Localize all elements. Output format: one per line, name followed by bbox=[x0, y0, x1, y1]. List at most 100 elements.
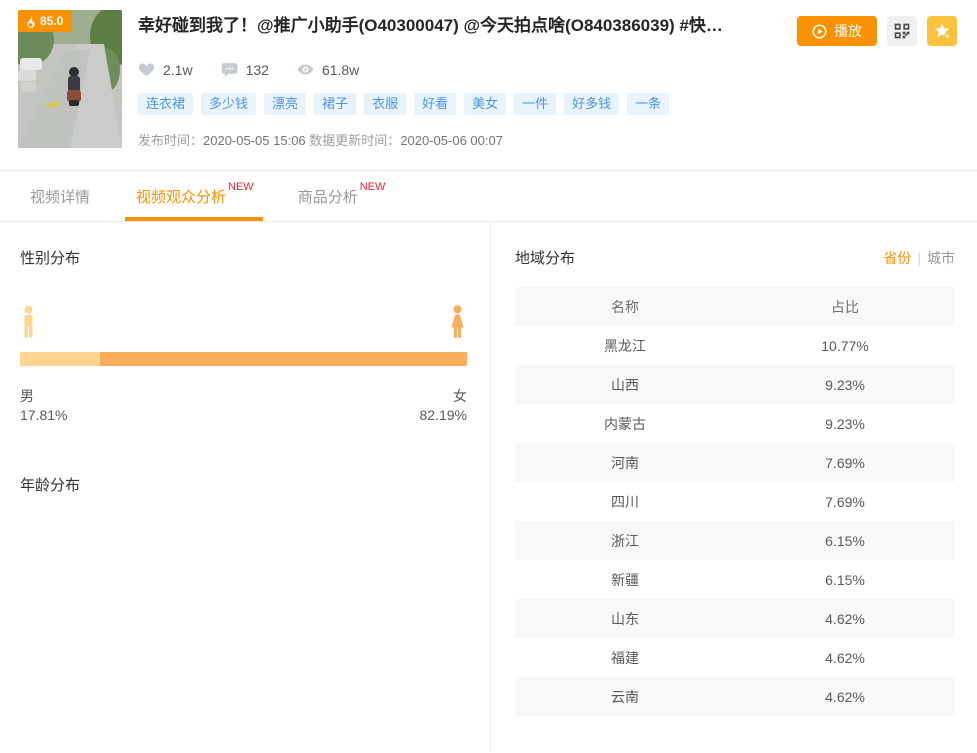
tag[interactable]: 好看 bbox=[414, 93, 457, 115]
tags-row: 连衣裙 多少钱 漂亮 裙子 衣服 好看 美女 一件 好多钱 一条 bbox=[138, 93, 957, 115]
qr-code-button[interactable] bbox=[887, 16, 917, 46]
tag[interactable]: 一条 bbox=[627, 93, 670, 115]
play-button[interactable]: 播放 bbox=[797, 16, 877, 46]
region-value-cell: 10.77% bbox=[821, 337, 869, 354]
publish-time-label: 发布时间： bbox=[138, 133, 204, 148]
tab-video-detail[interactable]: 视频详情 bbox=[30, 171, 90, 221]
region-value-cell: 7.69% bbox=[825, 454, 865, 471]
region-name-cell: 福建 bbox=[611, 649, 639, 666]
views-eye-icon bbox=[297, 64, 314, 75]
views-stat: 61.8w bbox=[297, 61, 359, 78]
region-value-cell: 4.62% bbox=[825, 649, 865, 666]
tab-bar: 视频详情 视频观众分析 NEW 商品分析 NEW bbox=[0, 171, 977, 222]
thumbnail-image bbox=[18, 10, 122, 148]
region-value-cell: 6.15% bbox=[825, 532, 865, 549]
region-name-cell: 内蒙古 bbox=[604, 415, 646, 432]
tag[interactable]: 衣服 bbox=[364, 93, 407, 115]
active-tab-underline bbox=[125, 217, 263, 221]
female-stat: 女 82.19% bbox=[420, 387, 467, 425]
region-value-cell: 4.62% bbox=[825, 610, 865, 627]
video-stats: 2.1w 132 61.8w bbox=[138, 61, 957, 78]
table-row: 福建 4.62% bbox=[515, 638, 955, 677]
table-row: 云南 4.62% bbox=[515, 677, 955, 716]
age-section-title: 年龄分布 bbox=[20, 477, 81, 494]
toggle-city[interactable]: 城市 bbox=[927, 249, 955, 266]
likes-stat: 2.1w bbox=[138, 61, 193, 78]
hot-score-value: 85.0 bbox=[40, 14, 64, 28]
video-title: 幸好碰到我了！@推广小助手(O40300047) @今天拍点啥(O8403860… bbox=[138, 16, 723, 35]
likes-value: 2.1w bbox=[163, 61, 193, 78]
favorite-button[interactable] bbox=[927, 16, 957, 46]
play-button-label: 播放 bbox=[834, 23, 862, 39]
gender-ratio-bar bbox=[20, 352, 467, 366]
table-row: 黑龙江 10.77% bbox=[515, 326, 955, 365]
gender-section-title: 性别分布 bbox=[20, 250, 81, 267]
video-header: 85.0 幸好碰到我了！@推广小助手(O40300047) @今天拍点啥(O84… bbox=[0, 0, 977, 171]
table-row: 新疆 6.15% bbox=[515, 560, 955, 599]
region-name-cell: 新疆 bbox=[611, 571, 639, 588]
region-name-cell: 黑龙江 bbox=[604, 337, 646, 354]
gender-bar-female bbox=[99, 352, 467, 366]
tab-label: 视频详情 bbox=[30, 188, 91, 206]
tag[interactable]: 美女 bbox=[464, 93, 507, 115]
audience-left-panel: 性别分布 bbox=[0, 222, 491, 752]
tab-label: 商品分析 bbox=[297, 188, 358, 206]
toggle-province[interactable]: 省份 bbox=[883, 249, 912, 266]
qr-code-icon bbox=[894, 23, 910, 39]
region-name-cell: 河南 bbox=[611, 454, 639, 471]
fire-icon bbox=[27, 14, 35, 28]
update-time-label: 数据更新时间： bbox=[309, 133, 401, 148]
tab-label: 视频观众分析 bbox=[136, 188, 227, 206]
heart-icon bbox=[138, 63, 155, 76]
table-row: 内蒙古 9.23% bbox=[515, 404, 955, 443]
region-name-cell: 山西 bbox=[611, 376, 639, 393]
new-badge: NEW bbox=[359, 181, 386, 193]
star-plus-icon bbox=[934, 23, 951, 40]
region-name-cell: 山东 bbox=[611, 610, 639, 627]
region-panel: 地域分布 省份 | 城市 名称 占比 黑龙江 10.77% 山西 9.23% 内蒙古 9.23… bbox=[491, 222, 977, 752]
update-time-value: 2020-05-06 00:07 bbox=[400, 133, 503, 148]
content-area: 性别分布 bbox=[0, 222, 977, 752]
male-percentage: 17.81% bbox=[20, 407, 68, 423]
toggle-separator: | bbox=[917, 249, 921, 266]
region-name-cell: 云南 bbox=[611, 688, 639, 705]
tag[interactable]: 好多钱 bbox=[564, 93, 620, 115]
region-section-title: 地域分布 bbox=[515, 250, 576, 267]
male-icon bbox=[24, 305, 33, 338]
region-value-cell: 9.23% bbox=[825, 376, 865, 393]
tab-product-analysis[interactable]: 商品分析 NEW bbox=[297, 171, 386, 221]
tag[interactable]: 一件 bbox=[514, 93, 557, 115]
region-value-cell: 6.15% bbox=[825, 571, 865, 588]
gender-bar-male bbox=[20, 352, 100, 366]
table-row: 浙江 6.15% bbox=[515, 521, 955, 560]
table-row: 河南 7.69% bbox=[515, 443, 955, 482]
region-name-cell: 四川 bbox=[611, 493, 639, 510]
region-value-cell: 4.62% bbox=[825, 688, 865, 705]
region-value-cell: 9.23% bbox=[825, 415, 865, 432]
male-stat: 男 17.81% bbox=[20, 387, 67, 425]
tag[interactable]: 裙子 bbox=[314, 93, 357, 115]
male-label: 男 bbox=[20, 388, 34, 404]
region-name-cell: 浙江 bbox=[611, 532, 639, 549]
views-value: 61.8w bbox=[321, 61, 360, 78]
region-toggle: 省份 | 城市 bbox=[883, 248, 955, 268]
table-header-row: 名称 占比 bbox=[515, 287, 955, 326]
tag[interactable]: 多少钱 bbox=[201, 93, 257, 115]
play-circle-icon bbox=[812, 24, 827, 38]
female-icon bbox=[451, 305, 464, 338]
time-row: 发布时间：2020-05-05 15:06 数据更新时间：2020-05-06 … bbox=[138, 130, 957, 149]
table-row: 山东 4.62% bbox=[515, 599, 955, 638]
region-table: 名称 占比 黑龙江 10.77% 山西 9.23% 内蒙古 9.23% 河南 7.69% 四川 7… bbox=[515, 287, 955, 716]
comment-icon bbox=[221, 63, 237, 77]
tag[interactable]: 漂亮 bbox=[264, 93, 307, 115]
video-thumbnail[interactable]: 85.0 bbox=[18, 10, 122, 148]
region-value-cell: 7.69% bbox=[825, 493, 865, 510]
female-percentage: 82.19% bbox=[419, 407, 467, 423]
tag[interactable]: 连衣裙 bbox=[138, 93, 194, 115]
publish-time-value: 2020-05-05 15:06 bbox=[203, 133, 306, 148]
region-table-body: 黑龙江 10.77% 山西 9.23% 内蒙古 9.23% 河南 7.69% 四川 7.69% 浙江… bbox=[515, 326, 955, 716]
comments-value: 132 bbox=[245, 61, 269, 78]
table-row: 山西 9.23% bbox=[515, 365, 955, 404]
tab-audience-analysis[interactable]: 视频观众分析 NEW bbox=[125, 171, 263, 221]
column-header-value: 占比 bbox=[831, 298, 859, 315]
